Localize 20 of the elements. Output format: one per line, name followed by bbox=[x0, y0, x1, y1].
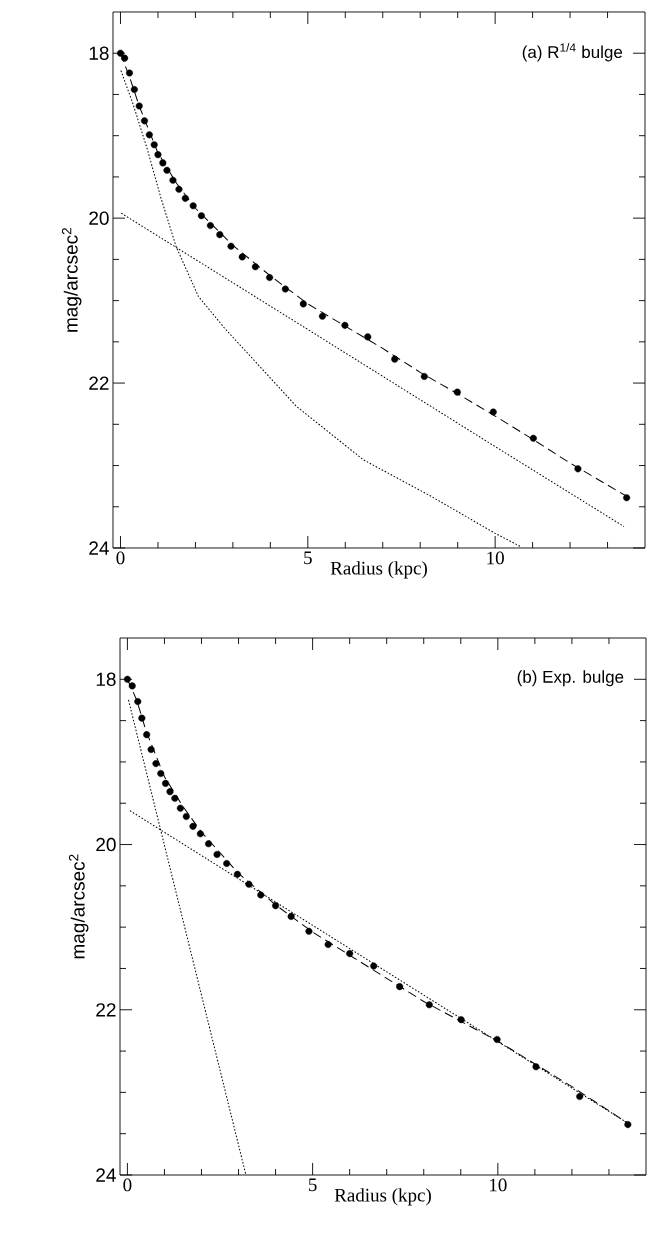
annotation: (b) Exp. bulge bbox=[517, 670, 624, 687]
y-tick-label: 18 bbox=[89, 46, 109, 60]
x-tick-label: 5 bbox=[308, 1178, 317, 1192]
x-tick-label: 10 bbox=[487, 551, 504, 565]
y-tick-label: 24 bbox=[89, 541, 109, 555]
x-tick-label: 5 bbox=[304, 551, 312, 565]
y-tick-label: 22 bbox=[96, 1003, 116, 1017]
x-tick-label: 0 bbox=[123, 1178, 132, 1192]
x-tick-label: 0 bbox=[116, 551, 125, 565]
x-axis-title: Radius (kpc) bbox=[334, 1188, 431, 1206]
y-axis-title: mag/arcsec$^{2}$ bbox=[68, 854, 89, 959]
x-axis-title: Radius (kpc) bbox=[330, 561, 427, 579]
y-tick-label: 20 bbox=[96, 837, 116, 852]
y-axis-title: mag/arcsec$^{2}$ bbox=[61, 228, 82, 332]
y-tick-label: 24 bbox=[96, 1168, 116, 1182]
y-tick-label: 20 bbox=[89, 211, 109, 225]
annotation: (a) R$^{1/4}$ bulge bbox=[522, 42, 623, 62]
y-tick-label: 18 bbox=[96, 672, 116, 687]
x-tick-label: 10 bbox=[490, 1178, 507, 1192]
y-tick-label: 22 bbox=[89, 376, 109, 390]
